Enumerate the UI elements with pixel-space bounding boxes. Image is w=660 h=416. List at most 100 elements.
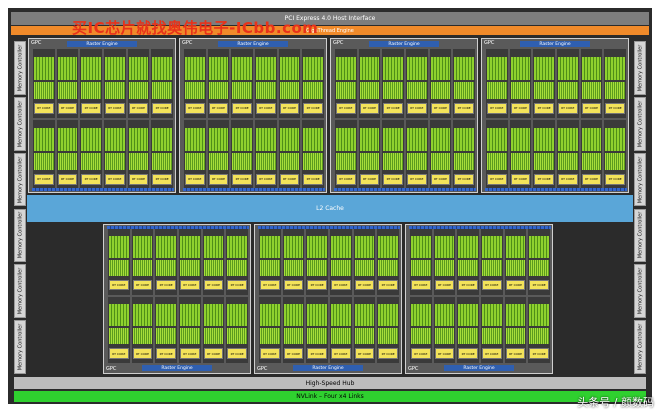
high-speed-hub: High-Speed Hub [14, 377, 646, 389]
l2-cache: L2 Cache [27, 195, 633, 222]
raster-engine: Raster Engine [444, 365, 514, 371]
rt-core: RT CORE [359, 102, 380, 114]
rt-core: RT CORE [279, 102, 300, 114]
raster-engine: Raster Engine [293, 365, 363, 371]
tensor-cores [279, 153, 300, 170]
cuda-cores [407, 128, 427, 152]
cuda-cores [303, 57, 323, 81]
cuda-cores [152, 128, 172, 152]
cuda-cores [279, 57, 300, 81]
rt-core: RT CORE [336, 173, 356, 185]
cuda-cores [482, 235, 502, 258]
tensor-cores [378, 259, 398, 276]
memory-controller-label: Memory Controller [637, 44, 643, 92]
rt-core: RT CORE [208, 102, 229, 114]
cuda-cores [109, 235, 129, 258]
rt-core: RT CORE [434, 348, 455, 359]
tensor-cores [156, 259, 176, 276]
rt-core: RT CORE [383, 173, 403, 185]
rt-core: RT CORE [227, 279, 247, 291]
tensor-cores [411, 259, 431, 276]
rt-core: RT CORE [208, 173, 229, 185]
rt-core: RT CORE [581, 173, 602, 185]
memory-controller-label: Memory Controller [637, 267, 643, 315]
cuda-cores [203, 304, 224, 327]
memory-controller: Memory Controller [634, 152, 646, 207]
rt-core: RT CORE [57, 102, 78, 114]
cuda-cores [185, 57, 205, 81]
rt-core: RT CORE [232, 173, 252, 185]
memory-controller-label: Memory Controller [17, 212, 23, 259]
rt-core: RT CORE [81, 102, 101, 114]
rt-core: RT CORE [529, 348, 549, 359]
cuda-cores [208, 128, 229, 152]
polymorph-engines [32, 188, 174, 191]
tensor-cores [336, 82, 356, 99]
tensor-cores [378, 328, 398, 345]
cuda-cores [303, 128, 323, 152]
cuda-cores [407, 57, 427, 81]
rt-core: RT CORE [510, 173, 531, 185]
rt-core: RT CORE [454, 102, 474, 114]
rt-core: RT CORE [128, 173, 149, 185]
cuda-cores [34, 128, 54, 152]
tensor-cores [227, 259, 247, 276]
tensor-cores [487, 153, 507, 170]
gpc-label: GPC [484, 40, 495, 46]
rt-core: RT CORE [336, 102, 356, 114]
gpc-label: GPC [257, 366, 268, 372]
polymorph-engines [485, 188, 627, 191]
cuda-cores [132, 304, 153, 327]
cuda-cores [336, 57, 356, 81]
tensor-cores [383, 153, 403, 170]
rt-core: RT CORE [534, 173, 554, 185]
rt-core: RT CORE [383, 102, 403, 114]
tensor-cores [180, 259, 200, 276]
cuda-cores [128, 57, 149, 81]
memory-controller-label: Memory Controller [17, 267, 23, 315]
cuda-cores [180, 304, 200, 327]
rt-core: RT CORE [454, 173, 474, 185]
cuda-cores [185, 128, 205, 152]
tensor-cores [132, 259, 153, 276]
cuda-cores [105, 57, 125, 81]
memory-controller: Memory Controller [634, 41, 646, 95]
rt-core: RT CORE [109, 279, 129, 291]
rt-core: RT CORE [581, 102, 602, 114]
rt-core: RT CORE [505, 348, 526, 359]
cuda-cores [605, 128, 625, 152]
tensor-cores [152, 82, 172, 99]
cuda-cores [558, 57, 578, 81]
rt-core: RT CORE [411, 279, 431, 291]
tensor-cores [105, 82, 125, 99]
rt-core: RT CORE [510, 102, 531, 114]
memory-controller: Memory Controller [14, 96, 26, 151]
tensor-cores [454, 82, 474, 99]
memory-controller: Memory Controller [634, 264, 646, 319]
tensor-cores [128, 153, 149, 170]
tensor-cores [510, 82, 531, 99]
cuda-cores [227, 304, 247, 327]
memory-controller-label: Memory Controller [637, 212, 643, 259]
memory-controller: Memory Controller [14, 320, 26, 374]
raster-engine: Raster Engine [520, 41, 590, 47]
tensor-cores [156, 328, 176, 345]
tensor-cores [482, 259, 502, 276]
raster-engine: Raster Engine [67, 41, 137, 47]
cuda-cores [232, 128, 252, 152]
cuda-cores [605, 57, 625, 81]
tensor-cores [411, 328, 431, 345]
rt-core: RT CORE [128, 102, 149, 114]
rt-core: RT CORE [407, 173, 427, 185]
cuda-cores [505, 304, 526, 327]
tensor-cores [81, 153, 101, 170]
gpc-label: GPC [106, 366, 117, 372]
cuda-cores [260, 235, 280, 258]
cuda-cores [411, 304, 431, 327]
rt-core: RT CORE [458, 279, 478, 291]
tensor-cores [407, 82, 427, 99]
rt-core: RT CORE [156, 348, 176, 359]
gpc-block: GPC Raster Engine RT CORE RT CORE RT CORE RT … [481, 38, 629, 193]
rt-core: RT CORE [487, 102, 507, 114]
raster-engine: Raster Engine [218, 41, 288, 47]
